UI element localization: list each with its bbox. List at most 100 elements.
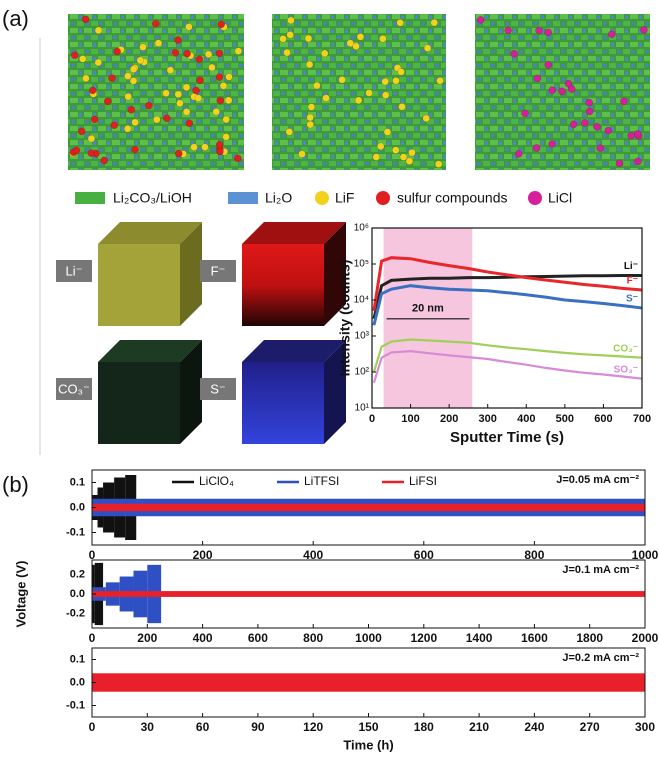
particle (201, 143, 209, 151)
particle (564, 79, 573, 88)
cube-top (242, 340, 346, 362)
particle (166, 66, 175, 74)
cube-front (98, 244, 180, 326)
x-tick-label: 270 (580, 720, 600, 734)
particle (504, 26, 512, 35)
particle (585, 107, 594, 116)
x-tick-label: 1200 (410, 631, 437, 645)
y-tick-label: -0.1 (66, 526, 85, 538)
particle (139, 43, 147, 51)
particle (163, 114, 171, 122)
x-tick-label: 1000 (355, 631, 382, 645)
particle (208, 63, 216, 72)
y-axis-label: Intensity (counts) (337, 260, 353, 377)
x-tick-label: 240 (524, 720, 544, 734)
x-tick-label: 700 (633, 413, 651, 425)
particle (320, 49, 329, 58)
x-tick-label: 800 (303, 631, 323, 645)
particle (365, 89, 373, 97)
legend-label: LiClO₄ (199, 474, 234, 488)
particle (127, 105, 136, 114)
particle (182, 108, 191, 116)
panel-label: (b) (2, 472, 29, 497)
particle (304, 34, 313, 43)
particle (307, 103, 316, 111)
particle (70, 51, 79, 60)
particle (372, 153, 380, 161)
particle (596, 144, 605, 152)
particle (222, 133, 230, 141)
particle (569, 120, 578, 129)
particle (136, 56, 145, 65)
particle (100, 156, 108, 165)
y-tick-label: 10⁴ (354, 295, 369, 306)
particle (131, 118, 139, 127)
highlight-region (383, 228, 473, 408)
x-tick-label: 1400 (466, 631, 493, 645)
particle (110, 121, 118, 129)
legend-label: Li₂O (265, 190, 292, 206)
x-tick-label: 300 (479, 413, 497, 425)
panel-label: (a) (2, 6, 29, 31)
particle (212, 107, 221, 116)
particle (476, 16, 485, 24)
annotation: J=0.05 mA cm⁻² (556, 474, 639, 486)
particle (381, 77, 389, 86)
particle (77, 127, 86, 136)
particle (286, 31, 294, 39)
series-line (372, 349, 643, 384)
particle (352, 42, 360, 51)
amplitude-band (92, 591, 645, 597)
x-tick-label: 2000 (632, 631, 659, 645)
cube-front (242, 362, 324, 444)
cube-front (242, 244, 324, 326)
y-tick-label: 0.1 (70, 653, 85, 665)
particle (634, 157, 642, 166)
particle (430, 18, 439, 27)
particle (94, 58, 103, 67)
particle (219, 82, 228, 90)
x-tick-label: 800 (524, 548, 544, 562)
particle (568, 85, 576, 93)
particle (398, 103, 406, 111)
particle (287, 16, 295, 25)
cube-side (180, 340, 202, 444)
y-tick-label: 0.0 (70, 501, 85, 513)
cube-side (180, 222, 202, 326)
y-axis-label: Voltage (V) (13, 561, 28, 628)
particle (633, 130, 642, 138)
x-tick-label: 300 (635, 720, 655, 734)
legend-swatch (75, 192, 105, 204)
cube-side (324, 222, 346, 326)
particle (113, 47, 121, 56)
x-tick-label: 0 (89, 631, 96, 645)
x-tick-label: 30 (141, 720, 155, 734)
legend-swatch (315, 191, 329, 205)
particle (190, 143, 198, 151)
particle (306, 120, 315, 129)
x-tick-label: 200 (440, 413, 458, 425)
particle (436, 76, 444, 85)
x-tick-label: 1000 (632, 548, 659, 562)
particle (82, 74, 90, 83)
particle (593, 123, 601, 131)
particle (298, 150, 306, 158)
y-tick-label: 10³ (355, 331, 370, 342)
series-line (372, 338, 643, 373)
particle (123, 125, 132, 133)
particle (192, 86, 200, 95)
particle (154, 39, 163, 47)
particle (627, 132, 635, 140)
y-tick-label: 10⁶ (354, 223, 369, 234)
particle (176, 99, 184, 108)
annotation: J=0.2 mA cm⁻² (562, 652, 639, 664)
particle (379, 35, 387, 43)
particle (174, 36, 182, 44)
particle (408, 148, 416, 157)
x-tick-label: 150 (358, 720, 378, 734)
particle (544, 61, 552, 69)
amplitude-band (92, 503, 645, 512)
series-label: Li⁻ (624, 261, 638, 272)
particle (87, 149, 96, 157)
